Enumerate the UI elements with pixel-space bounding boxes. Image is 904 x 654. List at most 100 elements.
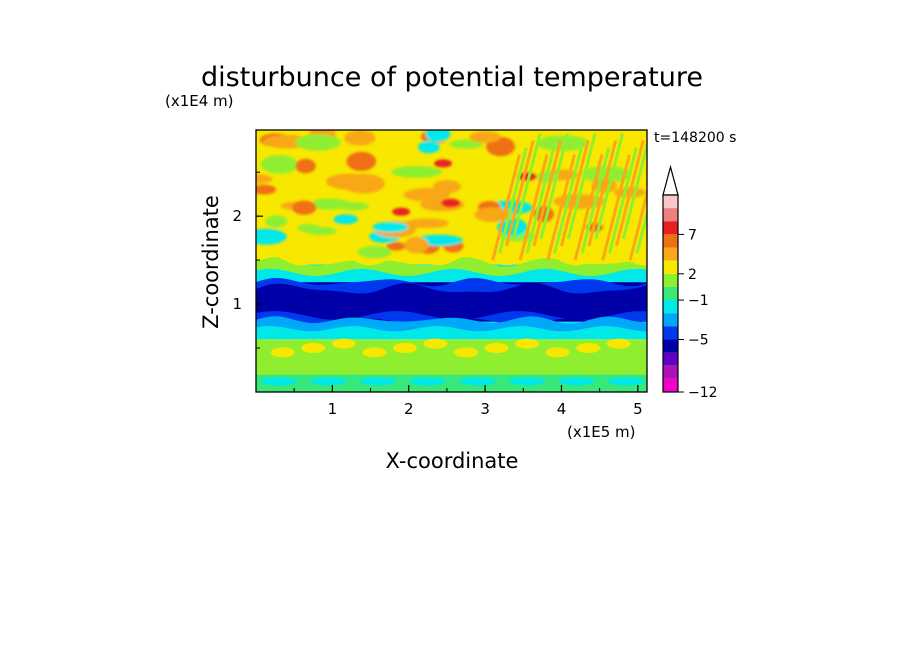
wave-blob bbox=[338, 202, 369, 211]
wave-blob bbox=[295, 134, 341, 151]
colorbar-segment bbox=[663, 221, 678, 235]
colorbar-segment bbox=[663, 195, 678, 209]
wave-streak bbox=[560, 140, 590, 247]
wave-blob bbox=[256, 184, 277, 195]
yellow-lens bbox=[606, 338, 631, 349]
colorbar: 7 2 −1 −5 −12 bbox=[662, 164, 718, 401]
colorbar-tick-label: 2 bbox=[688, 267, 697, 283]
x-tick-label: 3 bbox=[480, 400, 490, 418]
x-axis-ticks: 1 2 3 4 5 bbox=[293, 385, 643, 418]
wave-streak bbox=[491, 154, 521, 261]
wave-streak bbox=[532, 140, 563, 247]
wave-blob bbox=[386, 241, 406, 251]
wave-blob bbox=[344, 130, 376, 146]
wave-streak bbox=[628, 187, 647, 261]
y-tick-label: 2 bbox=[232, 207, 242, 225]
x-unit-label: (x1E5 m) bbox=[567, 423, 636, 441]
wave-streak bbox=[608, 147, 638, 254]
wave-streak bbox=[635, 207, 647, 254]
wave-streak bbox=[594, 133, 625, 240]
colorbar-segment bbox=[663, 208, 678, 222]
wave-streak bbox=[580, 147, 611, 254]
yellow-lens bbox=[362, 347, 387, 358]
x-tick-label: 5 bbox=[633, 400, 643, 418]
colorbar-tick-label: 7 bbox=[688, 227, 697, 243]
cyan-blob bbox=[558, 377, 595, 386]
wave-blob bbox=[265, 215, 288, 228]
wave-streak bbox=[539, 133, 570, 240]
colorbar-segment bbox=[663, 260, 678, 274]
wave-blob bbox=[333, 214, 358, 225]
colorbar-tick-label: −1 bbox=[688, 293, 709, 309]
yellow-lens bbox=[270, 347, 295, 358]
wave-streak bbox=[505, 140, 535, 247]
wave-streak bbox=[601, 154, 631, 261]
wave-streak bbox=[587, 140, 618, 247]
colorbar-segment bbox=[663, 273, 678, 287]
colorbar-tick-label: −5 bbox=[688, 332, 709, 348]
y-unit-label: (x1E4 m) bbox=[165, 92, 234, 110]
layer-navy bbox=[256, 283, 647, 320]
colorbar-segment bbox=[663, 313, 678, 327]
red-core bbox=[441, 198, 460, 207]
gravity-wave-streaks bbox=[491, 133, 647, 261]
wave-blob bbox=[256, 174, 273, 184]
colorbar-extend-arrow bbox=[662, 164, 679, 196]
x-tick-label: 4 bbox=[557, 400, 567, 418]
wave-streak bbox=[546, 154, 576, 261]
plot-frame bbox=[255, 129, 648, 393]
wave-blob bbox=[342, 173, 385, 194]
wave-blob bbox=[346, 151, 377, 171]
colorbar-segment bbox=[663, 300, 678, 314]
wave-streak bbox=[498, 147, 528, 254]
cyan-blob bbox=[409, 377, 446, 386]
colorbar-frame bbox=[662, 194, 679, 393]
cyan-blob bbox=[360, 377, 397, 386]
wave-blob bbox=[425, 130, 451, 142]
layer-lightgreen bbox=[256, 257, 647, 276]
wave-streak bbox=[525, 147, 556, 254]
cyan-blob bbox=[509, 377, 546, 386]
cyan-blob bbox=[310, 377, 347, 386]
wave-blob bbox=[403, 187, 451, 202]
red-core bbox=[392, 207, 411, 216]
x-axis-label: X-coordinate bbox=[386, 449, 519, 473]
yellow-lens bbox=[392, 343, 417, 354]
wave-streak bbox=[573, 154, 604, 261]
wave-streak bbox=[566, 133, 597, 240]
yellow-lens bbox=[545, 347, 570, 358]
x-tick-label: 2 bbox=[404, 400, 414, 418]
wave-streak bbox=[614, 140, 645, 247]
wave-blob bbox=[256, 228, 287, 245]
yellow-lens bbox=[331, 338, 356, 349]
y-tick-label: 1 bbox=[232, 295, 242, 313]
cyan-blob bbox=[608, 377, 645, 386]
wave-blob bbox=[357, 245, 392, 259]
time-label: t=148200 s bbox=[654, 130, 736, 146]
colorbar-segment bbox=[663, 365, 678, 379]
colorbar-tick-label: −12 bbox=[688, 385, 718, 401]
yellow-lens bbox=[454, 347, 479, 358]
yellow-lens bbox=[576, 343, 601, 354]
wave-blob bbox=[469, 131, 501, 143]
wave-blob bbox=[260, 155, 299, 174]
colorbar-segment bbox=[663, 234, 678, 248]
yellow-lens bbox=[484, 343, 509, 354]
wave-blob bbox=[391, 165, 442, 178]
wave-streak bbox=[553, 147, 583, 254]
cyan-blob bbox=[260, 377, 297, 386]
yellow-lens bbox=[515, 338, 540, 349]
wave-blob bbox=[372, 221, 409, 233]
colorbar-segment bbox=[663, 326, 678, 340]
chart-title: disturbunce of potential temperature bbox=[201, 62, 703, 93]
wave-blob bbox=[418, 140, 440, 154]
colorbar-segment bbox=[663, 378, 678, 392]
contour-field bbox=[256, 130, 647, 392]
wave-blob bbox=[292, 200, 317, 215]
colorbar-segment bbox=[663, 339, 678, 353]
wave-streak bbox=[518, 154, 549, 261]
colorbar-segment bbox=[663, 247, 678, 261]
red-core bbox=[434, 159, 453, 168]
wave-blob bbox=[536, 135, 589, 151]
